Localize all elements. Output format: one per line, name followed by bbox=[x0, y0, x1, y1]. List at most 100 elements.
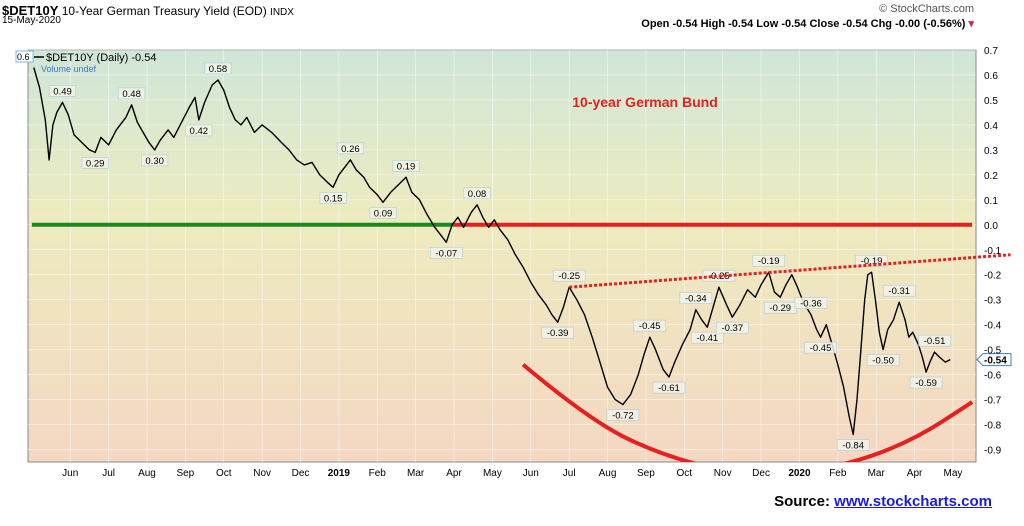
x-tick-label: Mar bbox=[868, 468, 886, 479]
y-tick-label: 0.4 bbox=[984, 121, 998, 132]
price-label: 0.30 bbox=[145, 156, 164, 167]
x-axis: Jun Jul Aug Sep Oct Nov Dec 2019 Feb Mar Apr May Jun… bbox=[62, 468, 962, 479]
x-tick-label: Nov bbox=[714, 468, 732, 479]
series-group bbox=[33, 67, 951, 436]
price-label: -0.29 bbox=[769, 303, 791, 314]
price-label: -0.84 bbox=[842, 441, 864, 452]
x-tick-label: 2020 bbox=[788, 468, 811, 479]
price-label: 0.26 bbox=[341, 144, 360, 155]
price-label: 0.15 bbox=[324, 193, 343, 204]
price-label-box bbox=[679, 292, 713, 304]
x-tick-label: Jun bbox=[62, 468, 78, 479]
resistance-trendline bbox=[569, 253, 1011, 289]
price-label-box bbox=[855, 254, 888, 267]
x-tick-label: Oct bbox=[216, 468, 232, 479]
left-marker: 0.6 bbox=[17, 52, 30, 62]
price-label-box bbox=[794, 297, 828, 309]
high-label: High bbox=[700, 18, 726, 30]
y-tick-label: 0.2 bbox=[984, 171, 998, 182]
price-label: -0.19 bbox=[758, 256, 780, 267]
plot-background bbox=[27, 49, 977, 463]
source-link[interactable]: www.stockcharts.com bbox=[834, 493, 992, 510]
x-tick-label: Jul bbox=[102, 468, 115, 479]
x-tick-label: May bbox=[483, 468, 502, 479]
y-tick-label: 0.7 bbox=[984, 46, 998, 57]
x-tick-label: May bbox=[944, 468, 963, 479]
left-marker-box bbox=[15, 50, 34, 63]
x-tick-label: Oct bbox=[677, 468, 693, 479]
price-label-box bbox=[715, 321, 749, 334]
price-label-box bbox=[336, 142, 364, 155]
legend: 0.6 $DET10Y (Daily) -0.54 Volume undef bbox=[15, 50, 156, 74]
price-label: -0.61 bbox=[658, 383, 680, 394]
chg-value: -0.00 (-0.56%) bbox=[895, 18, 966, 30]
y-tick-label: 0.1 bbox=[984, 196, 998, 207]
x-tick-label: Jul bbox=[563, 468, 576, 479]
y-tick-label: -0.3 bbox=[984, 296, 1002, 307]
price-label: -0.34 bbox=[685, 294, 707, 305]
price-label-box bbox=[319, 192, 347, 204]
price-label: -0.36 bbox=[800, 299, 822, 310]
price-label: -0.19 bbox=[861, 256, 883, 267]
price-label-box bbox=[141, 154, 169, 167]
price-label: 0.19 bbox=[397, 161, 416, 172]
x-tick-label: 2019 bbox=[328, 468, 351, 479]
x-tick-label: Jun bbox=[523, 468, 539, 479]
close-value: -0.54 bbox=[842, 18, 868, 30]
price-label-box bbox=[804, 341, 837, 354]
support-curve bbox=[521, 363, 974, 462]
price-label: 0.58 bbox=[209, 64, 228, 75]
price-label-box bbox=[118, 87, 146, 100]
x-tick-label: Apr bbox=[907, 468, 923, 479]
ohlc-readout: Open -0.54 High -0.54 Low -0.54 Close -0… bbox=[641, 17, 974, 30]
y-axis: 0.7 0.6 0.5 0.4 0.3 0.2 0.1 0.0 -0.1 -0.2 -0.3 -0.4… bbox=[984, 46, 1002, 457]
x-tick-label: Aug bbox=[599, 468, 617, 479]
price-label-box bbox=[652, 381, 686, 394]
high-value: -0.54 bbox=[728, 18, 754, 30]
price-label: -0.41 bbox=[697, 333, 719, 344]
exchange: INDX bbox=[270, 7, 294, 18]
y-tick-label: -0.4 bbox=[984, 321, 1002, 332]
x-tick-label: Mar bbox=[407, 468, 425, 479]
price-label: -0.37 bbox=[721, 323, 743, 334]
y-tick-label: -0.9 bbox=[984, 446, 1002, 457]
price-label-box bbox=[909, 376, 943, 389]
price-label-box bbox=[552, 269, 586, 282]
price-label-box bbox=[463, 187, 491, 200]
open-value: -0.54 bbox=[672, 18, 698, 30]
price-label: 0.29 bbox=[86, 158, 105, 169]
chg-down-icon: ▾ bbox=[968, 18, 974, 30]
y-tick-label: -0.7 bbox=[984, 396, 1002, 407]
price-label-box bbox=[836, 439, 870, 451]
y-tick-label: -0.1 bbox=[984, 246, 1002, 257]
price-label-box bbox=[918, 334, 951, 347]
y-tick-label: -0.2 bbox=[984, 271, 1002, 282]
price-label-box bbox=[49, 85, 77, 97]
chg-label: Chg bbox=[870, 18, 893, 30]
price-label-box bbox=[606, 409, 640, 421]
price-label: -0.59 bbox=[915, 378, 937, 389]
x-tick-label: Sep bbox=[176, 468, 194, 479]
legend-volume: Volume undef bbox=[41, 64, 97, 74]
y-tick-label: 0.6 bbox=[984, 71, 998, 82]
reference-lines bbox=[31, 222, 974, 462]
price-label: -0.07 bbox=[436, 248, 458, 259]
price-labels: 0.49 0.29 0.48 0.30 0.58 0.42 0.26 0.15 0.19 0.09… bbox=[49, 62, 1012, 452]
price-label-box bbox=[430, 246, 463, 259]
price-label-box bbox=[392, 160, 420, 172]
y-tick-label: -0.8 bbox=[984, 421, 1002, 432]
y-tick-label: 0.0 bbox=[984, 221, 998, 232]
brand: © StockCharts.com bbox=[879, 3, 974, 15]
instrument-name: 10-Year German Treasury Yield (EOD) bbox=[61, 4, 267, 18]
yield-series-line bbox=[33, 67, 951, 436]
close-label: Close bbox=[809, 18, 840, 30]
price-label: 0.09 bbox=[374, 208, 393, 219]
y-tick-label: -0.6 bbox=[984, 371, 1002, 382]
x-tick-label: Apr bbox=[446, 468, 462, 479]
x-tick-label: Dec bbox=[292, 468, 310, 479]
price-label-box bbox=[185, 124, 213, 137]
price-label: -0.72 bbox=[612, 411, 634, 422]
open-label: Open bbox=[641, 18, 670, 30]
chart-symbol-header: $DET10Y 10-Year German Treasury Yield (E… bbox=[2, 3, 294, 18]
source-label: Source: bbox=[774, 493, 830, 510]
